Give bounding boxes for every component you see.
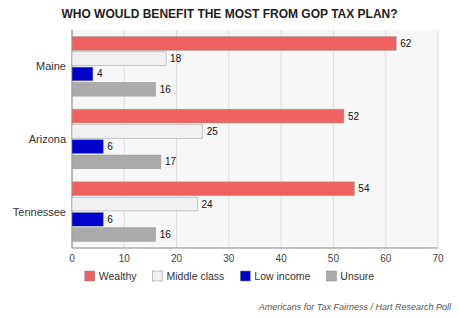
legend-swatch xyxy=(240,271,250,281)
y-tick-label: Maine xyxy=(36,60,66,72)
legend-label: Middle class xyxy=(167,270,225,282)
data-label: 16 xyxy=(160,84,172,95)
x-axis-line xyxy=(72,248,438,249)
data-label: 4 xyxy=(97,68,103,79)
data-label: 25 xyxy=(207,126,219,137)
grid-line xyxy=(281,30,282,248)
legend-label: Wealthy xyxy=(99,270,137,282)
title: WHO WOULD BENEFIT THE MOST FROM GOP TAX … xyxy=(61,7,397,21)
x-tick-label: 50 xyxy=(328,253,340,264)
bars xyxy=(72,37,396,242)
grid-line xyxy=(438,30,439,248)
x-tick-label: 10 xyxy=(119,253,131,264)
data-label: 18 xyxy=(170,53,182,64)
bar xyxy=(72,182,354,196)
x-tick-label: 70 xyxy=(432,253,444,264)
legend-swatch xyxy=(326,271,336,281)
bar xyxy=(72,124,203,138)
data-labels: 62 18 4 16 52 25 6 17 54 24 6 16 xyxy=(97,38,412,240)
bar xyxy=(72,82,156,96)
footnote: Americans for Tax Fairness / Hart Resear… xyxy=(258,302,452,312)
bar xyxy=(72,37,396,51)
data-label: 62 xyxy=(400,38,412,49)
data-label: 16 xyxy=(160,229,172,240)
legend-label: Low income xyxy=(254,270,310,282)
x-tick-label: 30 xyxy=(223,253,235,264)
grid-line xyxy=(228,30,229,248)
data-label: 6 xyxy=(107,214,113,225)
bar xyxy=(72,67,93,81)
x-tick-label: 20 xyxy=(171,253,183,264)
grid-line xyxy=(333,30,334,248)
y-tick-label: Arizona xyxy=(29,133,67,145)
bar xyxy=(72,155,161,169)
bar xyxy=(72,140,103,154)
x-tick-label: 0 xyxy=(69,253,75,264)
chart: WHO WOULD BENEFIT THE MOST FROM GOP TAX … xyxy=(0,0,459,318)
bar xyxy=(72,109,344,123)
data-label: 24 xyxy=(201,199,213,210)
data-label: 54 xyxy=(358,183,370,194)
bar xyxy=(72,212,103,226)
legend-swatch xyxy=(85,271,95,281)
x-tick-label: 40 xyxy=(276,253,288,264)
data-label: 17 xyxy=(165,156,177,167)
bar xyxy=(72,52,166,66)
legend-swatch xyxy=(153,271,163,281)
y-tick-label: Tennessee xyxy=(13,206,66,218)
x-tick-label: 60 xyxy=(380,253,392,264)
legend-label: Unsure xyxy=(340,270,374,282)
grid-line xyxy=(385,30,386,248)
plot-background xyxy=(72,30,438,248)
legend: Wealthy Middle class Low income Unsure xyxy=(85,270,375,282)
data-label: 52 xyxy=(348,111,360,122)
bar xyxy=(72,197,197,211)
bar xyxy=(72,228,156,242)
data-label: 6 xyxy=(107,141,113,152)
